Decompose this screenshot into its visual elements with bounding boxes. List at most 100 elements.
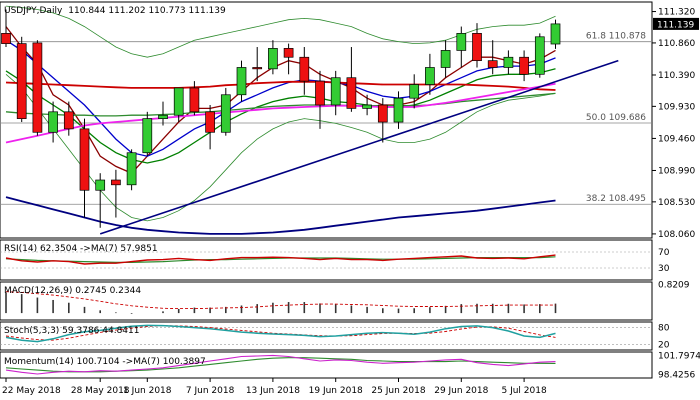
momentum-y-tick-label: 101.7974 (658, 351, 700, 361)
rsi-lines (0, 251, 652, 269)
moving-average-line (5, 196, 556, 235)
candles (1, 9, 561, 228)
candle-bullish (425, 67, 435, 85)
current-price-label: 111.139 (657, 20, 694, 30)
moving-average-line (5, 39, 556, 157)
macd-pane: MACD(12,26,9) 0.2745 0.2344 0.8209 (0, 281, 690, 321)
candle-bullish (456, 33, 467, 51)
macd-y-tick-label: 0.8209 (658, 281, 690, 291)
stoch-pane: Stoch(5,3,3) 59.3786 44.8411 80 20 (0, 321, 670, 351)
x-tick-label: 28 May 2018 (71, 386, 130, 396)
candle-bullish (95, 179, 106, 191)
macd-bars (5, 291, 557, 314)
trendline (99, 59, 619, 235)
fib-level-label: 38.2 108.495 (586, 194, 646, 204)
candle-bullish (236, 67, 247, 96)
x-tick-label: 22 May 2018 (2, 386, 61, 396)
current-price-tag (653, 17, 699, 30)
macd-y-axis: 0.8209 (658, 281, 690, 291)
candle-bullish (268, 48, 278, 70)
price-y-tick-label: 109.460 (658, 134, 695, 144)
candle-bullish (550, 23, 561, 45)
rsi-ma-line (5, 256, 556, 263)
x-tick-label: 1 Jun 2018 (123, 386, 172, 396)
moving-averages (5, 26, 556, 235)
price-y-tick-label: 111.320 (658, 8, 695, 18)
price-y-tick-label: 110.860 (658, 39, 695, 49)
candle-bearish (487, 60, 498, 68)
candle-bearish (1, 33, 11, 44)
macd-pane-frame (0, 281, 653, 321)
candle-bullish (409, 84, 420, 99)
x-tick-label: 13 Jun 2018 (246, 386, 300, 396)
price-y-tick-label: 110.390 (658, 71, 695, 81)
price-pane-frame (0, 1, 653, 239)
macd-title: MACD(12,26,9) 0.2745 0.2344 (4, 286, 141, 296)
rsi-y-tick-label: 30 (658, 264, 670, 274)
moving-average-line (5, 92, 556, 117)
candle-bearish (252, 67, 263, 70)
rsi-pane-frame (0, 239, 653, 281)
candle-bullish (142, 118, 153, 154)
candle-bearish (32, 42, 43, 133)
stoch-y-axis: 80 20 (658, 324, 670, 351)
moving-average-line (5, 80, 556, 91)
candle-bearish (189, 87, 200, 113)
stoch-y-tick-label: 80 (658, 324, 670, 334)
rsi-title: RSI(14) 62.3504 ->MA(7) 57.9851 (4, 244, 158, 254)
candle-bearish (16, 43, 27, 119)
price-y-tick-label: 109.930 (658, 102, 695, 112)
momentum-ma-line (5, 357, 556, 373)
momentum-y-tick-label: 98.4256 (658, 370, 695, 380)
candle-bearish (79, 128, 90, 191)
candle-bullish (393, 97, 404, 123)
momentum-y-axis: 101.7974 98.4256 (658, 351, 700, 380)
stoch-main-line (5, 324, 556, 343)
stoch-title: Stoch(5,3,3) 59.3786 44.8411 (4, 326, 139, 336)
candle-bearish (111, 179, 121, 186)
support-trendline (99, 59, 619, 235)
x-tick-label: 7 Jun 2018 (186, 386, 235, 396)
candle-bullish (173, 87, 184, 116)
candle-bearish (299, 56, 310, 82)
price-y-axis: 111.320 110.860 110.390 109.930 109.460 108.9… (652, 8, 699, 240)
momentum-lines (5, 354, 556, 375)
candle-bullish (362, 104, 372, 109)
momentum-title: Momentum(14) 100.7104 ->MA(7) 100.3897 (4, 357, 206, 367)
candle-bearish (205, 111, 215, 133)
stoch-y-tick-label: 20 (658, 340, 670, 350)
rsi-y-tick-label: 70 (658, 248, 670, 258)
price-pane: 61.8 110.878 50.0 109.686 38.2 108.495 USD… (0, 1, 699, 240)
moving-average-line (5, 26, 556, 174)
candle-bearish (346, 77, 357, 109)
candle-bearish (377, 104, 388, 123)
candle-bullish (220, 94, 231, 133)
candle-bearish (472, 33, 482, 62)
x-tick-label: 25 Jun 2018 (371, 386, 425, 396)
candle-bearish (315, 80, 325, 106)
x-tick-label: 29 Jun 2018 (434, 386, 488, 396)
candle-bearish (63, 111, 74, 130)
rsi-y-axis: 70 30 (658, 248, 670, 274)
candle-bullish (48, 111, 58, 133)
price-y-tick-label: 108.060 (658, 230, 695, 240)
price-y-tick-label: 108.530 (658, 198, 695, 208)
fib-level-label: 61.8 110.878 (586, 32, 646, 42)
candle-bullish (158, 114, 168, 119)
x-tick-label: 5 Jul 2018 (501, 386, 546, 396)
candle-bullish (126, 152, 137, 186)
candle-bullish (330, 77, 341, 106)
rsi-line (5, 254, 556, 265)
fib-level-label: 50.0 109.686 (586, 113, 646, 123)
moving-average-line (5, 82, 556, 144)
macd-signal-line (5, 291, 556, 310)
candle-bullish (534, 36, 545, 75)
candle-bearish (519, 56, 529, 75)
candle-bearish (283, 48, 294, 58)
momentum-line (5, 354, 556, 375)
candle-bullish (440, 50, 451, 68)
price-pane-title: USDJPY,Daily 110.844 111.202 110.773 111.… (4, 6, 226, 16)
x-tick-label: 19 Jun 2018 (309, 386, 363, 396)
